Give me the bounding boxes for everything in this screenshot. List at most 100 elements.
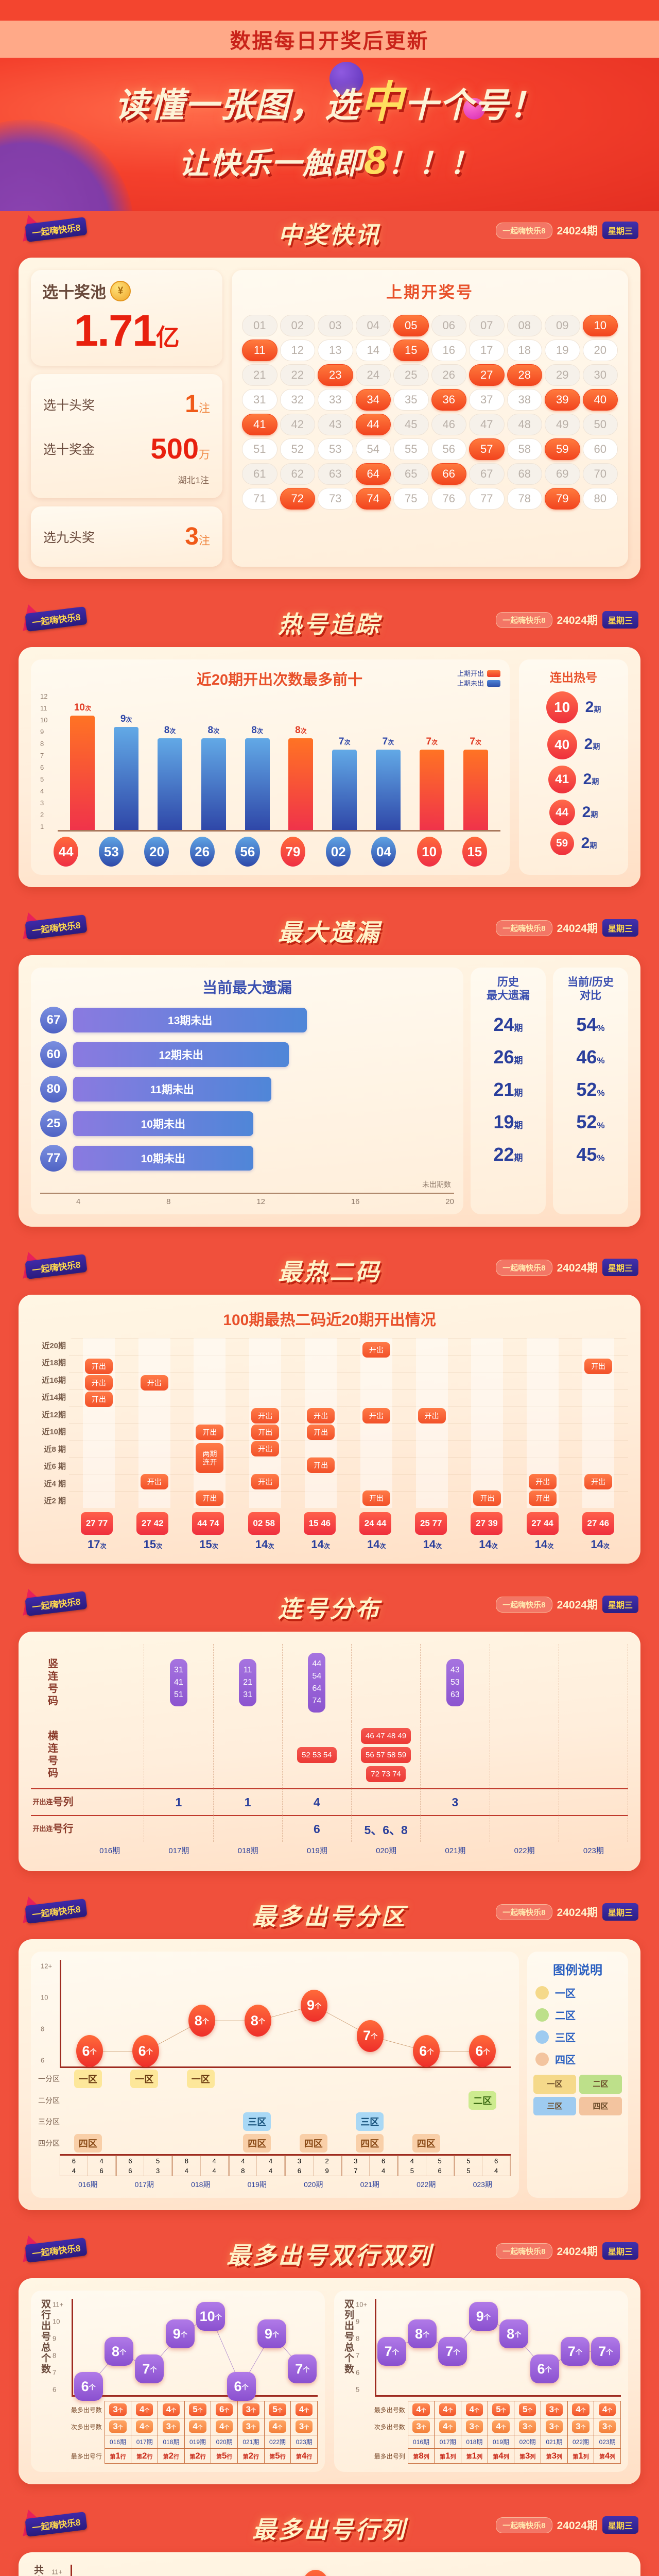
draw-ball: 44 [355, 414, 391, 435]
table-cell-value: 1 [175, 1795, 182, 1809]
col-title-l1: 历史 [497, 976, 519, 988]
jackpot-detail-box: 选十头奖 1注 选十奖金 500万 湖北1注 [31, 374, 222, 498]
table-row: 最多出号列 第8列 第1列 第1列 第4列 第3列 第3列 第1列 第4列 [359, 2448, 621, 2464]
table-row: 次多出号数 3个 4个 3个 4个 4个 3个 4个 3个 [56, 2418, 318, 2435]
bar-value-label: 7次 [338, 736, 351, 748]
draw-ball: 61 [242, 463, 278, 485]
section-consecutive: 一起嗨快乐8 连号分布 一起嗨快乐8 24024期 星期三 竖连号码 31 41 51… [0, 1585, 659, 1893]
category-ball: 53 [99, 837, 124, 867]
draw-ball: 58 [507, 438, 542, 460]
heatmap-cell: 开出 [196, 1490, 224, 1506]
draw-ball: 54 [355, 438, 391, 460]
section-title: 中奖快讯 [278, 222, 381, 248]
double-row-chart: 双行出号总个数 6 7 8 9 10 11+ 6 个 8 个 7 个 9 个 10 个 6 个 9 个 7 个 最多出号数… [31, 2291, 325, 2472]
y-tick: 6 [41, 2056, 45, 2064]
y-tick: 12 [40, 692, 48, 700]
heatmap-cell: 开出 [418, 1408, 446, 1423]
y-tick: 近10期 [42, 1428, 66, 1437]
pair-counts: 17次 15次 15次 14次 14次 14次 14次 14次 14次 14次 [69, 1535, 628, 1551]
period-label: 023期 [583, 1846, 604, 1855]
bar: 8次 [288, 725, 314, 830]
draw-ball: 20 [582, 340, 618, 361]
table-cell: 3 [421, 1788, 490, 1815]
hero-line1-b: 十个号！ [404, 86, 544, 124]
bar-value-label: 7次 [470, 736, 481, 748]
draw-ball: 14 [355, 340, 391, 361]
draw-ball: 18 [507, 340, 542, 361]
y-axis-label: 双列出号总个数 [343, 2299, 354, 2375]
zone-row-label: 四分区 [38, 2139, 60, 2148]
y-axis-ticks: 1 2 3 4 5 6 7 8 9 10 11 12 [40, 692, 58, 832]
draw-ball: 78 [507, 488, 542, 510]
period-label: 020期 [376, 1846, 397, 1855]
section-hot-tracking: 一起嗨快乐8 热号追踪 一起嗨快乐8 24024期 星期三 近20期开出次数最多… [0, 600, 659, 909]
draw-ball: 24 [355, 364, 391, 386]
heatmap-column: 开出 开出 [138, 1338, 170, 1508]
zone-line-chart: 6 8 10 12+ 6 个 6 个 8 个 8 个 9 个 7 个 6 个 6 个 一分区 二分区 三分区 四分区 一区 一区… [31, 1952, 519, 2198]
table-cell [75, 1788, 145, 1815]
row-label: 开出连 号列 [31, 1788, 75, 1815]
omission-bar-chart: 当前最大遗漏 67 13期未出 60 12期未出 80 11期未出 25 10期未出 77 10期… [31, 968, 463, 1214]
legend-label-1: 上期未出 [457, 680, 484, 687]
table-cell [421, 1815, 490, 1842]
omission-bar: 10期未出 [73, 1146, 253, 1171]
row-label: 选九头奖 [43, 530, 95, 545]
table-cell [559, 1788, 628, 1815]
legend-item: 四区 [535, 2052, 620, 2066]
draw-ball: 28 [507, 364, 542, 386]
draw-ball: 55 [393, 438, 429, 460]
pair-label: 27 44 [526, 1512, 559, 1535]
y-tick: 近4 期 [44, 1479, 66, 1488]
draw-ball: 37 [469, 389, 505, 411]
y-tick: 9 [53, 2334, 57, 2343]
draw-number-grid: 01 02 03 04 05 06 07 08 09 10 11 12 13 14 15 16 17 18 19 20… [239, 310, 621, 515]
pair-label: 27 42 [136, 1512, 169, 1535]
heatmap-cell: 开出 [84, 1392, 113, 1407]
weekday-label: 星期三 [602, 2242, 638, 2260]
table-cell-value: 4 [313, 1795, 320, 1809]
y-tick: 8 [41, 2025, 45, 2033]
brand-mini-label: 一起嗨快乐8 [496, 2517, 552, 2533]
draw-ball: 67 [469, 463, 505, 485]
bar: 7次 [332, 736, 357, 830]
period-label: 021期 [445, 1846, 466, 1855]
table-cell: 3个 [407, 2418, 435, 2435]
zone-reference-cell: 三区 [533, 2096, 576, 2115]
period-label: 019期 [487, 2435, 515, 2449]
y-tick: 8 [356, 2334, 360, 2343]
period-label: 016期 [104, 2435, 132, 2449]
table-cell: 第4列 [487, 2448, 515, 2464]
draw-ball: 77 [469, 488, 505, 510]
table-cell-value: 5、6、8 [364, 1823, 408, 1837]
zone-tag: 三区 [243, 2112, 271, 2131]
omission-number-ball: 80 [40, 1076, 67, 1103]
period-label: 022期 [567, 2435, 595, 2449]
section-title: 最大遗漏 [278, 919, 381, 946]
heatmap-cell: 开出 [140, 1375, 168, 1391]
table-cell: 4个 [434, 2401, 462, 2418]
weekday-label: 星期三 [602, 1903, 638, 1921]
row-label: 次多出号数 [374, 2423, 405, 2431]
table-cell: 6个 [211, 2401, 238, 2418]
pair-label: 44 74 [192, 1512, 224, 1535]
draw-ball: 26 [431, 364, 466, 386]
legend-item: 一区 [535, 1985, 620, 2000]
draw-ball: 01 [242, 315, 278, 336]
table-cell: 第5行 [211, 2448, 238, 2464]
bar: 7次 [463, 736, 488, 830]
draw-ball: 69 [545, 463, 580, 485]
section-title: 热号追踪 [278, 611, 381, 638]
draw-ball: 51 [242, 438, 278, 460]
bar: 7次 [375, 736, 401, 830]
draw-ball: 31 [242, 389, 278, 411]
y-tick: 12+ [41, 1962, 53, 1970]
draw-ball: 53 [318, 438, 353, 460]
hot-number-ball: 44 [549, 800, 575, 825]
draw-ball: 74 [355, 488, 391, 510]
table-cell: 第4行 [290, 2448, 318, 2464]
